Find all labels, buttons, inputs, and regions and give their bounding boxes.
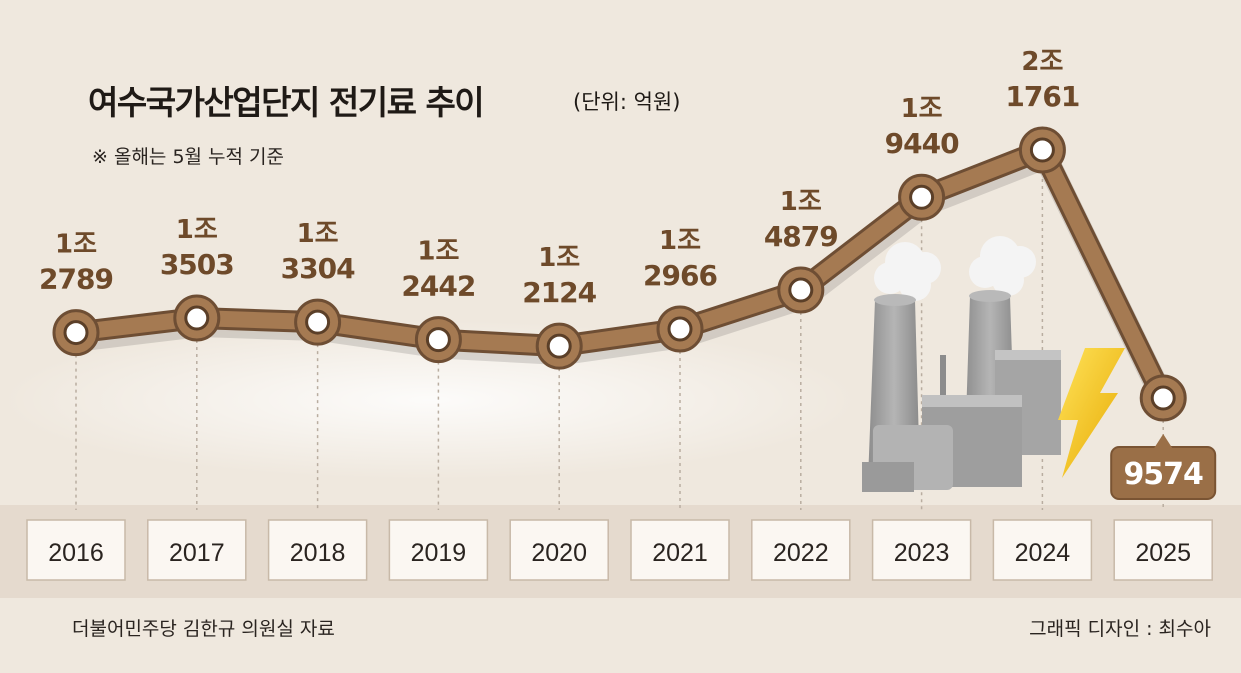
chart-title: 여수국가산업단지 전기료 추이 bbox=[88, 83, 485, 122]
data-point-inner bbox=[184, 305, 210, 331]
value-label-bottom: 2124 bbox=[522, 276, 596, 309]
value-label-top: 2조 bbox=[1021, 47, 1063, 77]
data-point bbox=[777, 266, 825, 314]
credit-text: 그래픽 디자인 : 최수아 bbox=[1029, 618, 1211, 640]
year-box: 2018 bbox=[267, 519, 368, 581]
year-box: 2022 bbox=[751, 519, 851, 581]
year-box-bg bbox=[147, 519, 247, 581]
data-point bbox=[898, 173, 946, 221]
value-callout: 9574 bbox=[1110, 434, 1217, 500]
source-text: 더불어민주당 김한규 의원실 자료 bbox=[72, 618, 335, 640]
year-box: 2021 bbox=[630, 519, 730, 581]
data-point-inner bbox=[63, 320, 89, 346]
data-point-inner bbox=[788, 277, 814, 303]
data-point-inner bbox=[305, 309, 331, 335]
data-point bbox=[414, 316, 462, 364]
year-box: 2024 bbox=[992, 519, 1093, 581]
data-point bbox=[656, 305, 704, 353]
value-label-bottom: 2442 bbox=[401, 270, 475, 303]
year-box-bg bbox=[871, 519, 972, 581]
value-label-top: 1조 bbox=[417, 237, 459, 267]
year-box: 2019 bbox=[388, 519, 489, 581]
data-point-inner bbox=[1029, 137, 1055, 163]
x-tick-label: 2023 bbox=[894, 539, 950, 567]
data-point bbox=[173, 294, 221, 342]
year-box: 2025 bbox=[1113, 519, 1213, 581]
year-box: 2020 bbox=[509, 519, 609, 581]
data-point-inner bbox=[425, 327, 451, 353]
data-point bbox=[294, 298, 342, 346]
value-label-top: 1조 bbox=[55, 230, 97, 260]
x-tick-label: 2025 bbox=[1135, 539, 1191, 567]
callout-pointer bbox=[1154, 434, 1173, 448]
note-text: ※ 올해는 5월 누적 기준 bbox=[92, 146, 285, 168]
data-point bbox=[52, 309, 100, 357]
data-point bbox=[535, 322, 583, 370]
x-tick-label: 2018 bbox=[290, 539, 346, 567]
value-label-bottom: 2966 bbox=[643, 259, 717, 292]
data-point bbox=[1139, 374, 1187, 422]
value-label-top: 1조 bbox=[901, 94, 943, 124]
data-point bbox=[1018, 126, 1066, 174]
year-box-bg bbox=[388, 519, 489, 581]
x-tick-label: 2021 bbox=[652, 539, 708, 567]
x-tick-label: 2017 bbox=[169, 539, 225, 567]
lightning-bolt-icon bbox=[1058, 348, 1125, 478]
value-label-top: 1조 bbox=[780, 187, 822, 217]
year-box-bg bbox=[267, 519, 368, 581]
value-label-bottom: 9440 bbox=[885, 127, 959, 160]
year-box: 2016 bbox=[26, 519, 126, 581]
year-box: 2023 bbox=[871, 519, 972, 581]
year-box: 2017 bbox=[147, 519, 247, 581]
value-label-bottom: 1761 bbox=[1005, 80, 1079, 113]
power-plant-icon bbox=[862, 236, 1061, 492]
data-point-inner bbox=[546, 333, 572, 359]
value-label-bottom: 3304 bbox=[281, 252, 355, 285]
data-point-inner bbox=[1150, 385, 1176, 411]
value-label-bottom: 3503 bbox=[160, 248, 234, 281]
year-box-bg bbox=[751, 519, 851, 581]
value-label-highlight: 9574 bbox=[1123, 457, 1203, 492]
value-label-top: 1조 bbox=[538, 243, 580, 273]
value-label-top: 1조 bbox=[659, 226, 701, 256]
data-point-inner bbox=[667, 316, 693, 342]
value-label-bottom: 4879 bbox=[764, 220, 838, 253]
x-tick-label: 2019 bbox=[411, 539, 467, 567]
x-tick-label: 2022 bbox=[773, 539, 829, 567]
x-tick-label: 2016 bbox=[48, 539, 104, 567]
x-tick-label: 2020 bbox=[531, 539, 587, 567]
series-line bbox=[68, 142, 1172, 406]
year-box-bg bbox=[992, 519, 1093, 581]
year-box-bg bbox=[1113, 519, 1213, 581]
year-box-bg bbox=[26, 519, 126, 581]
value-label-bottom: 2789 bbox=[39, 263, 113, 296]
unit-label: (단위: 억원) bbox=[573, 90, 681, 114]
value-label-top: 1조 bbox=[297, 219, 339, 249]
year-box-bg bbox=[509, 519, 609, 581]
background-glow bbox=[0, 320, 860, 480]
data-point-inner bbox=[909, 184, 935, 210]
value-label-top: 1조 bbox=[176, 215, 218, 245]
year-box-bg bbox=[630, 519, 730, 581]
x-tick-label: 2024 bbox=[1015, 539, 1071, 567]
